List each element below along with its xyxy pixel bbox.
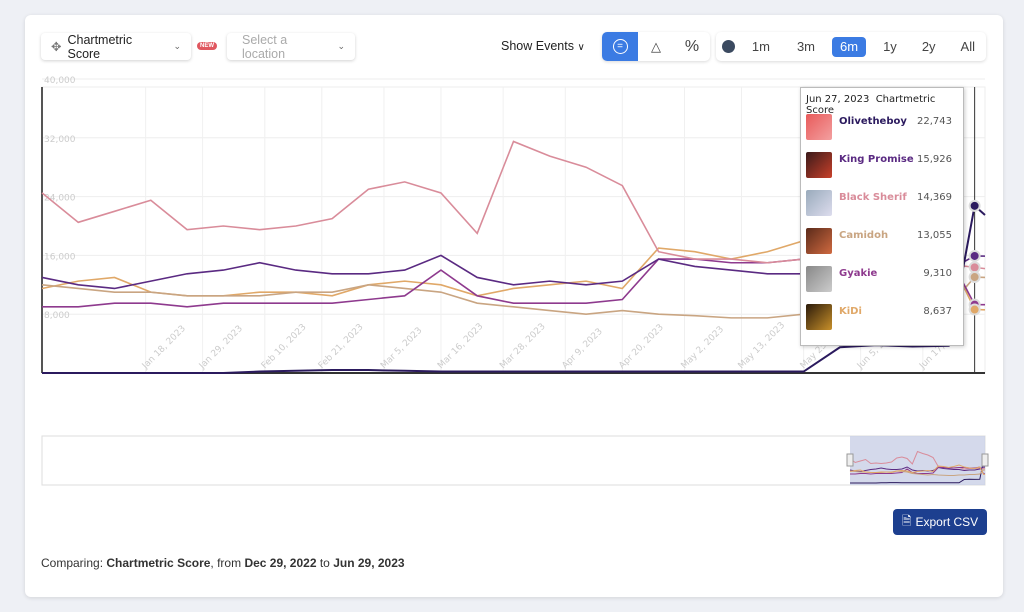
delta-icon[interactable]: △ [651, 38, 661, 54]
range-2y[interactable]: 2y [921, 39, 936, 54]
range-toggle: 1m 3m 6m 1y 2y All [716, 32, 986, 61]
series-line-olivetheboy [42, 203, 986, 374]
crosshair-marker [968, 249, 981, 262]
artist-score: 13,055 [917, 230, 952, 241]
artist-avatar [806, 228, 832, 254]
range-all[interactable]: All [960, 39, 975, 54]
artist-avatar [806, 114, 832, 140]
percent-icon[interactable]: % [684, 37, 700, 55]
tooltip-row: Camidoh 13,055 [806, 228, 958, 256]
chart-tooltip: Jun 27, 2023 Chartmetric Score Olivetheb… [800, 87, 964, 346]
navigator-line [849, 464, 986, 475]
show-events-dropdown[interactable]: Show Events ∨ [501, 39, 585, 53]
range-1m[interactable]: 1m [751, 39, 770, 54]
navigator-handle[interactable] [846, 453, 854, 467]
comparison-summary: Comparing: Chartmetric Score, from Dec 2… [41, 556, 405, 570]
artist-score: 14,369 [917, 192, 952, 203]
artist-score: 9,310 [923, 268, 952, 279]
crosshair-marker [968, 199, 981, 212]
artist-name: KiDi [839, 306, 862, 317]
tooltip-date: Jun 27, 2023 [806, 94, 870, 105]
y-tick-label: 16,000 [44, 252, 76, 262]
metric-label: Chartmetric Score [67, 32, 133, 61]
file-icon: 🗎 [901, 513, 912, 528]
mode-toggle: = △ % [602, 32, 710, 61]
artist-name: Camidoh [839, 230, 889, 241]
navigator-handle[interactable] [981, 453, 989, 467]
metric-icon: ✥ [51, 40, 62, 54]
range-1y[interactable]: 1y [883, 39, 897, 54]
chevron-down-icon: ∨ [577, 42, 585, 53]
location-select[interactable]: Select a location ⌄ [227, 32, 355, 61]
artist-name: Gyakie [839, 268, 878, 279]
artist-name: Black Sherif [839, 192, 907, 203]
y-tick-label: 24,000 [44, 194, 76, 204]
navigator-line [849, 450, 986, 470]
export-label: Export CSV [915, 515, 979, 529]
location-placeholder: Select a location [242, 32, 288, 61]
tooltip-row: King Promise 15,926 [806, 152, 958, 180]
artist-name: Olivetheboy [839, 116, 907, 127]
navigator [41, 435, 986, 486]
navigator-line [850, 459, 986, 484]
tooltip-row: Gyakie 9,310 [806, 266, 958, 294]
crosshair-marker [968, 271, 981, 284]
navigator-selection [850, 436, 985, 485]
equal-icon[interactable]: = [602, 32, 638, 61]
artist-score: 22,743 [917, 116, 952, 127]
clock-icon [716, 40, 741, 53]
artist-avatar [806, 190, 832, 216]
chart-card: ✥ Chartmetric Score ⌄ NEW Select a locat… [25, 15, 1003, 597]
artist-score: 15,926 [917, 154, 952, 165]
metric-select[interactable]: ✥ Chartmetric Score ⌄ [41, 32, 191, 61]
artist-name: King Promise [839, 154, 914, 165]
y-tick-label: 8,000 [44, 311, 70, 321]
crosshair-marker [968, 261, 981, 274]
range-3m[interactable]: 3m [796, 39, 816, 54]
crosshair-marker [968, 303, 981, 316]
chevron-down-icon: ⌄ [173, 41, 181, 51]
range-6m[interactable]: 6m [832, 36, 867, 57]
new-badge: NEW [197, 42, 217, 50]
tooltip-row: Black Sherif 14,369 [806, 190, 958, 218]
artist-avatar [806, 304, 832, 330]
y-tick-label: 32,000 [44, 135, 76, 145]
export-csv-button[interactable]: 🗎 Export CSV [893, 509, 987, 535]
artist-avatar [806, 266, 832, 292]
chevron-down-icon: ⌄ [337, 41, 345, 51]
y-tick-label: 40,000 [44, 76, 76, 86]
show-events-label: Show Events [501, 39, 574, 53]
tooltip-metric: Chartmetric Score [806, 94, 936, 116]
artist-avatar [806, 152, 832, 178]
artist-score: 8,637 [923, 306, 952, 317]
tooltip-row: KiDi 8,637 [806, 304, 958, 332]
tooltip-row: Olivetheboy 22,743 [806, 114, 958, 142]
